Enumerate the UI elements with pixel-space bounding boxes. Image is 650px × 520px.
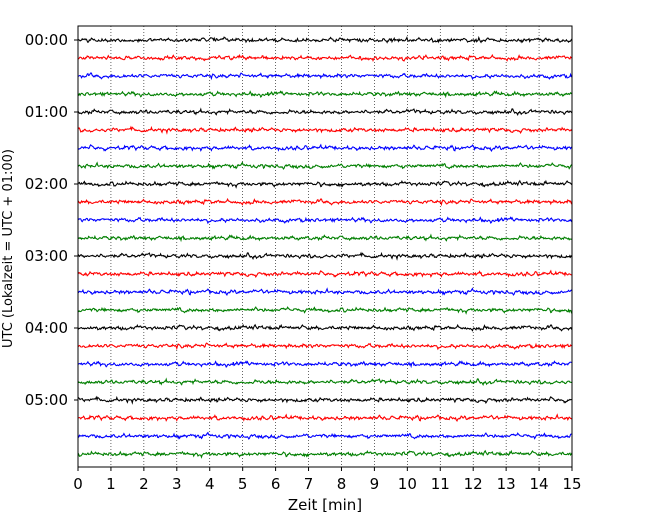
y-tick-label: 05:00	[25, 391, 68, 409]
trace-0245	[77, 233, 573, 243]
y-tick-label: 01:00	[25, 103, 68, 121]
trace-0530	[77, 431, 573, 440]
x-tick-label: 4	[205, 475, 215, 493]
x-tick-label: 7	[304, 475, 314, 493]
trace-0115	[77, 125, 573, 135]
x-tick-label: 2	[139, 475, 149, 493]
plot-frame	[77, 25, 573, 468]
trace-0230	[77, 216, 573, 225]
x-axis-ticks: 0 1 2 3 4 5 6 7 8 9 10 11 12 13 14 15	[73, 467, 582, 493]
trace-group	[77, 35, 573, 459]
x-tick-label: 15	[562, 475, 581, 493]
trace-0515	[77, 413, 573, 423]
trace-0415	[77, 342, 573, 351]
y-axis-ticks: 00:00 01:00 02:00 03:00 04:00 05:00	[25, 31, 78, 409]
trace-0315	[77, 269, 573, 279]
trace-0045	[77, 90, 573, 99]
x-tick-label: 12	[464, 475, 483, 493]
trace-0200	[77, 179, 573, 189]
x-axis-label: Zeit [min]	[288, 496, 362, 514]
y-tick-label: 02:00	[25, 175, 68, 193]
trace-0215	[77, 197, 573, 207]
trace-0000	[77, 35, 573, 44]
x-tick-label: 3	[172, 475, 182, 493]
x-tick-label: 14	[530, 475, 549, 493]
trace-0130	[77, 143, 573, 152]
y-tick-label: 03:00	[25, 247, 68, 265]
trace-0300	[77, 251, 573, 261]
trace-0015	[77, 53, 573, 62]
trace-0100	[77, 107, 573, 116]
x-tick-label: 8	[337, 475, 347, 493]
trace-0400	[77, 323, 573, 332]
x-tick-label: 11	[431, 475, 450, 493]
x-tick-label: 6	[271, 475, 281, 493]
x-tick-label: 1	[106, 475, 116, 493]
x-tick-label: 13	[497, 475, 516, 493]
trace-0500	[77, 395, 573, 405]
y-tick-label: 04:00	[25, 319, 68, 337]
trace-0345	[77, 306, 573, 315]
trace-0330	[77, 287, 573, 297]
trace-0545	[77, 449, 573, 459]
x-tick-label: 10	[398, 475, 417, 493]
trace-0145	[77, 161, 573, 170]
x-tick-label: 5	[238, 475, 248, 493]
y-tick-label: 00:00	[25, 31, 68, 49]
trace-0030	[77, 72, 573, 81]
x-tick-label: 0	[73, 475, 83, 493]
y-axis-label: UTC (Lokalzeit = UTC + 01:00)	[1, 149, 16, 348]
trace-0445	[77, 377, 573, 386]
trace-0430	[77, 360, 573, 369]
x-tick-label: 9	[370, 475, 380, 493]
